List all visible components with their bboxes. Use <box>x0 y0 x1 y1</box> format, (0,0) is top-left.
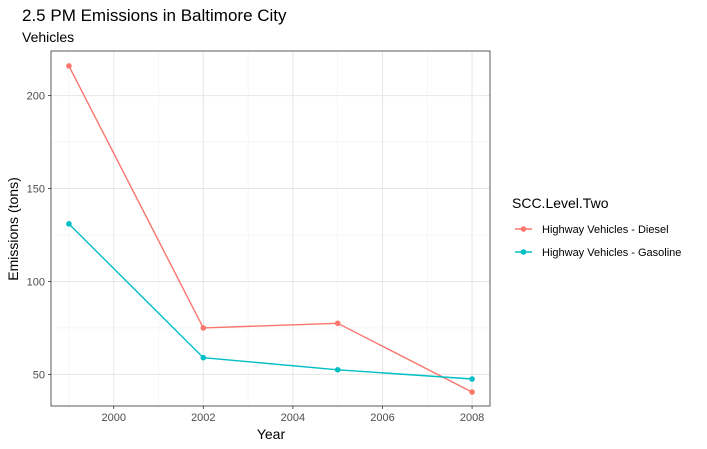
legend-label: Highway Vehicles - Gasoline <box>542 247 681 259</box>
data-point <box>469 389 475 395</box>
x-tick-label: 2008 <box>460 412 484 424</box>
chart-title: 2.5 PM Emissions in Baltimore City <box>22 6 287 25</box>
legend-key-point <box>520 226 527 232</box>
legend-item: Highway Vehicles - Diesel <box>515 224 669 236</box>
data-point <box>334 320 341 327</box>
legend-title: SCC.Level.Two <box>512 195 609 211</box>
x-tick-label: 2000 <box>101 412 125 424</box>
data-point <box>334 366 341 373</box>
legend: SCC.Level.Two Highway Vehicles - DieselH… <box>512 195 681 259</box>
data-point <box>66 221 72 227</box>
x-tick-label: 2002 <box>191 412 215 424</box>
legend-key-point <box>520 249 527 255</box>
series-1 <box>66 221 475 382</box>
x-tick-label: 2006 <box>370 412 394 424</box>
axis-group: 2000 2002 2004 2006 2008 50 100 150 200 <box>27 91 485 424</box>
chart-subtitle: Vehicles <box>22 29 74 45</box>
data-point <box>200 325 207 331</box>
series-group <box>66 63 475 395</box>
data-point <box>66 63 72 69</box>
y-axis-title: Emissions (tons) <box>5 177 21 280</box>
y-tick-label: 50 <box>33 369 45 381</box>
y-tick-label: 200 <box>27 91 45 103</box>
y-tick-label: 100 <box>27 276 45 288</box>
series-0 <box>66 63 475 395</box>
x-tick-label: 2004 <box>281 412 305 424</box>
data-point <box>469 376 475 382</box>
plot-panel-border <box>50 50 491 407</box>
series-line <box>68 223 473 380</box>
x-axis-title: Year <box>257 426 286 442</box>
data-point <box>200 354 207 361</box>
grid-lines <box>51 51 490 406</box>
series-line <box>68 65 473 393</box>
y-tick-label: 150 <box>27 184 45 196</box>
legend-label: Highway Vehicles - Diesel <box>542 224 669 236</box>
legend-item: Highway Vehicles - Gasoline <box>515 247 681 259</box>
legend-items: Highway Vehicles - Diesel Highway Vehicle… <box>515 224 681 259</box>
